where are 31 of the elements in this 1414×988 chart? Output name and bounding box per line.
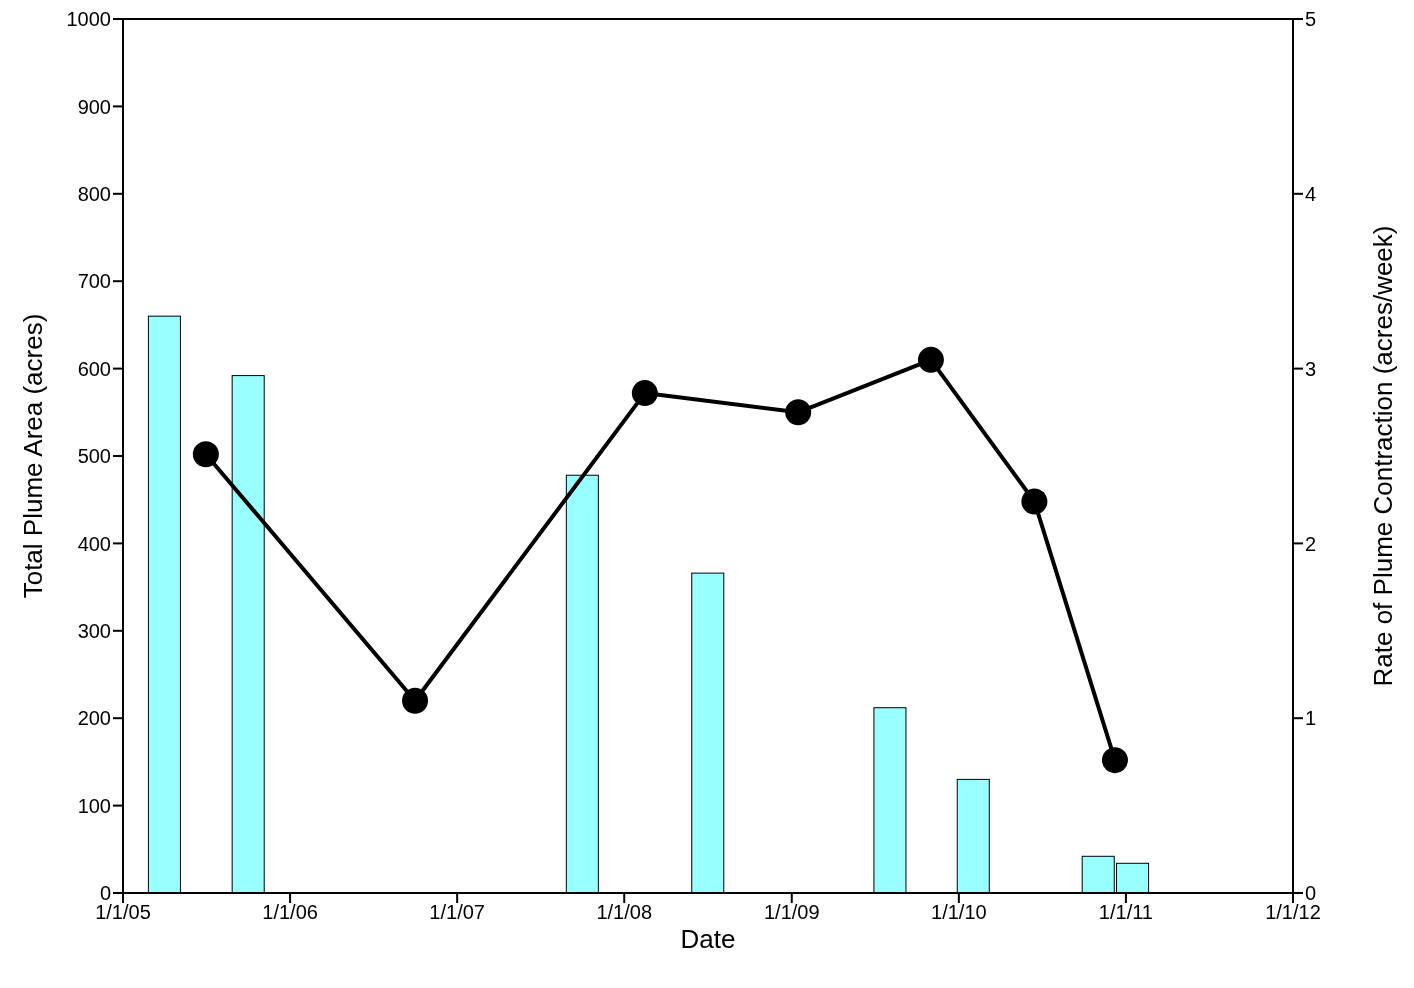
y2-tick-label: 2 xyxy=(1305,532,1317,555)
point xyxy=(785,399,812,426)
y2-axis-title: Rate of Plume Contraction (acres/week) xyxy=(1368,225,1399,687)
x-tick-label: 1/1/11 xyxy=(1098,901,1153,924)
y-tick-label: 900 xyxy=(77,95,111,118)
y-tick-label: 100 xyxy=(77,794,111,817)
point xyxy=(631,380,658,407)
y-tick-label: 400 xyxy=(77,532,111,555)
y-tick-label: 200 xyxy=(77,707,111,730)
x-tick-label: 1/1/10 xyxy=(931,901,987,924)
y-tick-label: 700 xyxy=(77,270,111,293)
x-tick-label: 1/1/06 xyxy=(262,901,318,924)
x-tick-label: 1/1/08 xyxy=(596,901,653,924)
y-axis-title: Total Plume Area (acres) xyxy=(18,313,49,599)
x-tick-label: 1/1/09 xyxy=(763,901,820,924)
x-tick-label: 1/1/07 xyxy=(429,901,485,924)
x-axis-title: Date xyxy=(680,924,736,954)
y-tick-label: 1000 xyxy=(66,8,111,31)
y2-tick-label: 3 xyxy=(1305,357,1317,380)
point xyxy=(402,687,429,714)
point xyxy=(1021,488,1048,515)
y2-tick-label: 1 xyxy=(1305,707,1317,730)
point xyxy=(1101,747,1128,774)
point xyxy=(192,441,219,468)
y2-tick-label: 4 xyxy=(1305,182,1317,205)
y-tick-label: 800 xyxy=(77,182,111,205)
point xyxy=(917,346,944,373)
y-tick-label: 500 xyxy=(77,445,111,468)
y2-tick-label: 5 xyxy=(1305,8,1317,31)
y-tick-label: 300 xyxy=(77,619,111,642)
y-tick-label: 600 xyxy=(77,357,111,380)
